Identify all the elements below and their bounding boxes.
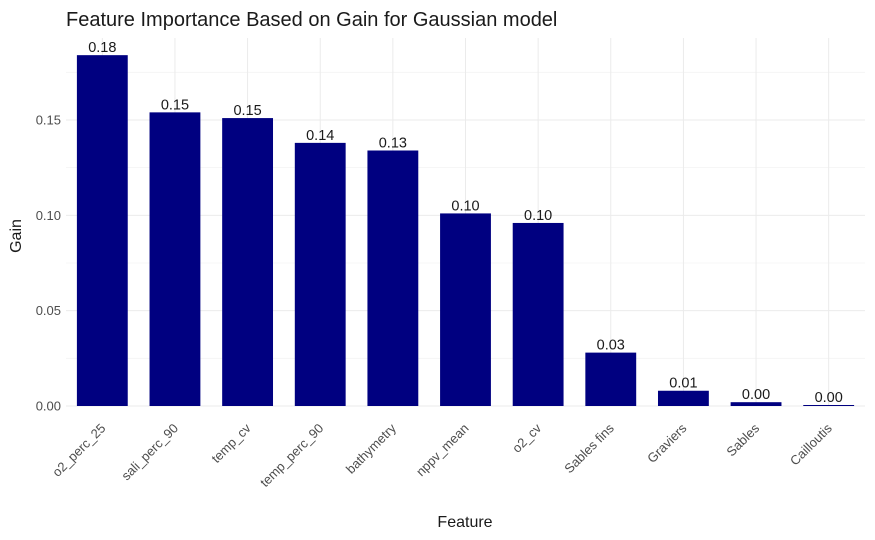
bar	[367, 150, 419, 406]
data-label: 0.00	[815, 390, 843, 406]
x-tick-label: Graviers	[644, 420, 690, 466]
x-tick-label: Cailloutis	[787, 420, 835, 468]
data-label: 0.03	[597, 338, 625, 354]
bar	[222, 118, 274, 407]
x-tick-label: nppv_mean	[413, 421, 472, 480]
x-tick-label: Sables fins	[561, 420, 617, 476]
data-label: 0.13	[379, 135, 407, 151]
x-tick-label: temp_perc_90	[257, 421, 326, 490]
x-tick-label: o2_perc_25	[49, 421, 108, 480]
y-tick-label: 0.05	[36, 303, 61, 318]
x-axis-title: Feature	[437, 514, 492, 531]
data-label: 0.15	[233, 103, 261, 119]
bars	[76, 55, 855, 407]
bar	[76, 55, 128, 407]
x-axis: o2_perc_25 sali_perc_90 temp_cv temp_perc_9…	[49, 420, 835, 490]
data-label: 0.10	[451, 198, 479, 214]
bar	[585, 352, 637, 406]
bar	[730, 402, 782, 406]
x-tick-label: temp_cv	[208, 420, 254, 466]
x-tick-label: sali_perc_90	[118, 421, 181, 484]
data-label: 0.14	[306, 128, 334, 144]
bar	[294, 142, 346, 406]
x-tick-label: bathymetry	[343, 420, 399, 476]
data-label: 0.01	[669, 376, 697, 392]
x-tick-label: o2_cv	[509, 420, 544, 455]
y-tick-label: 0.00	[36, 399, 61, 414]
chart-title: Feature Importance Based on Gain for Gau…	[66, 9, 557, 31]
data-label: 0.10	[524, 208, 552, 224]
y-tick-label: 0.10	[36, 208, 61, 223]
bar	[512, 222, 564, 406]
y-axis-title: Gain	[8, 219, 25, 253]
y-tick-label: 0.15	[36, 112, 61, 127]
bar	[440, 213, 491, 406]
y-axis: 0.00 0.05 0.10 0.15	[36, 112, 61, 413]
data-label: 0.18	[88, 40, 116, 56]
data-label: 0.00	[742, 387, 770, 403]
bar	[149, 112, 201, 406]
bar	[803, 405, 855, 406]
data-label: 0.15	[161, 97, 189, 113]
data-labels: 0.18 0.15 0.15 0.14 0.13 0.10 0.10 0.03 0.01 0.00…	[88, 40, 843, 406]
bar	[657, 390, 709, 406]
x-tick-label: Sables	[723, 420, 762, 459]
